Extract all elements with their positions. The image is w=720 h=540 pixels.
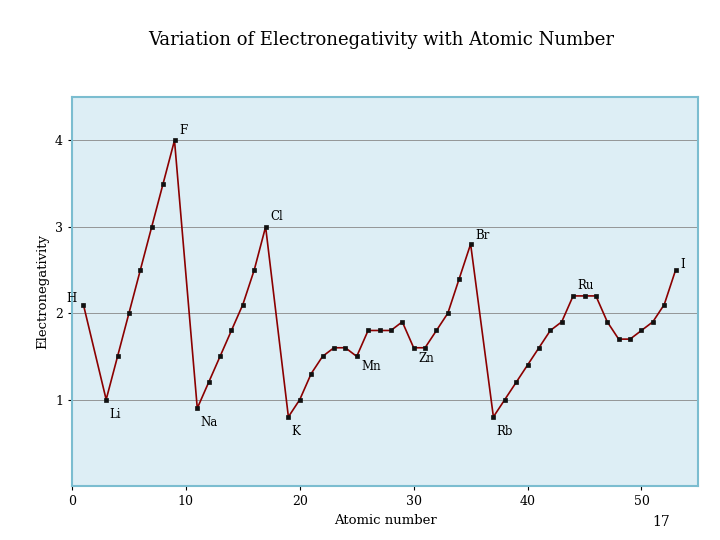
Text: Br: Br bbox=[475, 229, 490, 242]
Text: Variation of Electronegativity with Atomic Number: Variation of Electronegativity with Atom… bbox=[148, 31, 615, 49]
Y-axis label: Electronegativity: Electronegativity bbox=[37, 234, 50, 349]
Text: Li: Li bbox=[109, 408, 121, 421]
Text: Rb: Rb bbox=[497, 425, 513, 438]
Text: Zn: Zn bbox=[418, 352, 434, 365]
Text: H: H bbox=[66, 292, 76, 305]
Text: Mn: Mn bbox=[361, 360, 381, 373]
Text: I: I bbox=[680, 258, 685, 271]
Text: Ru: Ru bbox=[577, 279, 594, 292]
Text: Na: Na bbox=[201, 416, 218, 429]
X-axis label: Atomic number: Atomic number bbox=[334, 514, 436, 526]
Text: 17: 17 bbox=[652, 515, 670, 529]
Text: Cl: Cl bbox=[270, 210, 283, 223]
Text: K: K bbox=[292, 425, 301, 438]
Text: F: F bbox=[179, 124, 187, 137]
